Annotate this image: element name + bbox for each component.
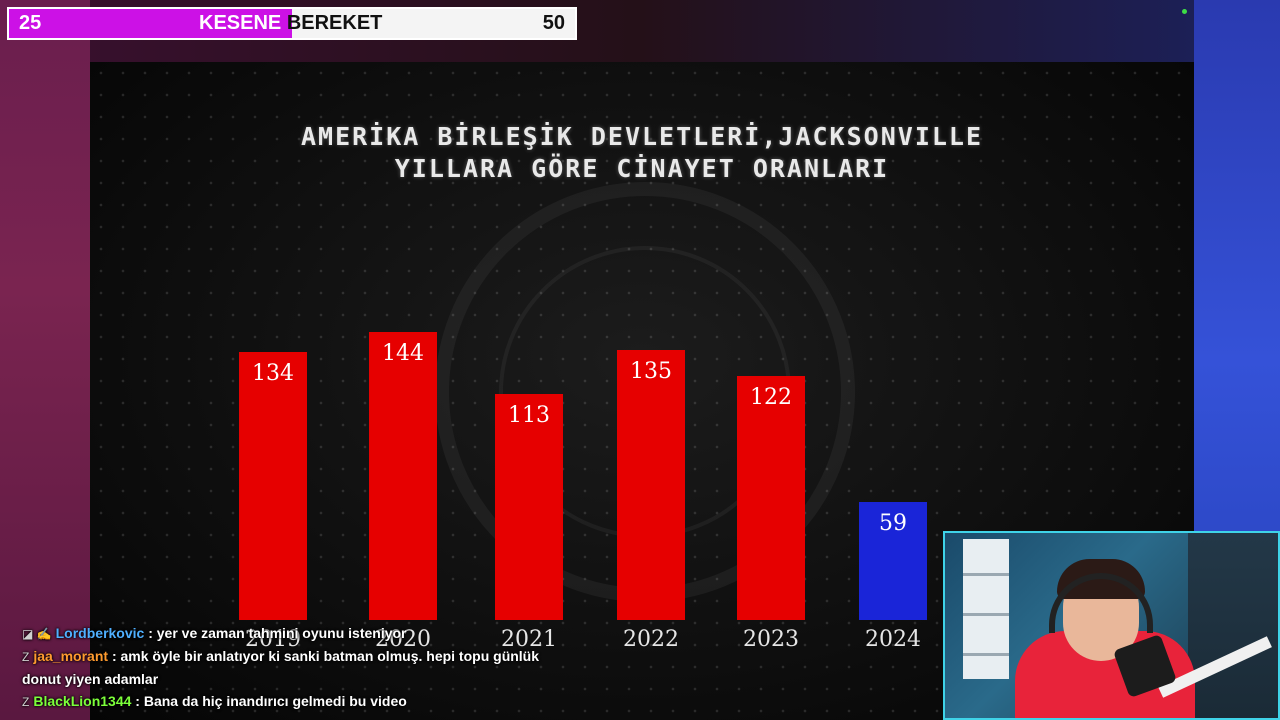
video-frame[interactable]: AMERİKA BİRLEŞİK DEVLETLERİ,JACKSONVILLE…: [90, 62, 1194, 720]
goal-end-value: 50: [542, 12, 565, 34]
shelf-divider: [963, 653, 1009, 656]
chart-value-label: 135: [630, 359, 672, 384]
chart-bar-2021: [495, 394, 563, 620]
chat-username[interactable]: jaa_morant: [33, 648, 109, 664]
chat-text: : yer ve zaman tahmini oyunu isteniyor: [148, 625, 407, 641]
chart-bar-2019: [239, 352, 307, 620]
chart-bar-2024: [859, 502, 927, 620]
chart-value-label: 113: [508, 403, 550, 428]
goal-label-part2: BEREKET: [286, 12, 383, 34]
chart-value-label: 134: [252, 361, 294, 386]
chart-value-label: 59: [879, 511, 907, 536]
chart-value-label: 122: [750, 385, 792, 410]
goal-label-part1: KESENE: [199, 12, 282, 34]
chart-category-label: 2019: [245, 627, 301, 652]
shelf-divider: [963, 573, 1009, 576]
chat-text: : amk öyle bir anlatıyor ki sanki batman…: [22, 648, 540, 687]
chat-overlay: ◪ ✍ Lordberkovic : yer ve zaman tahmini o…: [22, 622, 562, 713]
goal-progress-fill: [9, 9, 292, 38]
live-status-dot: [1182, 9, 1187, 14]
webcam-overlay: [943, 531, 1280, 720]
chat-username[interactable]: Lordberkovic: [55, 625, 145, 641]
chat-text: : Bana da hiç inandırıcı gelmedi bu vide…: [135, 693, 407, 709]
chart-bar-2022: [617, 350, 685, 620]
chat-badge-icon: ◪ ✍: [22, 627, 52, 641]
goal-progress-bar: 25 KESENE BEREKET 50: [7, 7, 577, 40]
stream-left-background: [0, 0, 90, 720]
goal-label: KESENE BEREKET: [199, 9, 382, 38]
chart-bar-2023: [737, 376, 805, 620]
bookshelf: [963, 539, 1009, 679]
chart-category-label: 2022: [623, 627, 679, 652]
chart-title-line1: AMERİKA BİRLEŞİK DEVLETLERİ,JACKSONVILLE: [300, 122, 984, 151]
chart-value-label: 144: [382, 341, 424, 366]
chart-category-label: 2020: [375, 627, 431, 652]
background-shelves: [1188, 533, 1278, 718]
chat-badge-icon: Z: [22, 650, 30, 664]
chat-badge-icon: Z: [22, 695, 30, 709]
chat-message: ◪ ✍ Lordberkovic : yer ve zaman tahmini o…: [22, 622, 562, 645]
chart-bar-2020: [369, 332, 437, 620]
chat-username[interactable]: BlackLion1344: [33, 693, 132, 709]
chart-category-label: 2023: [743, 627, 799, 652]
chart-category-label: 2021: [501, 627, 557, 652]
chart-category-label: 2024: [865, 627, 921, 652]
chart-title-line2: YILLARA GÖRE CİNAYET ORANLARI: [394, 154, 890, 183]
chat-message: Z BlackLion1344 : Bana da hiç inandırıcı …: [22, 690, 562, 713]
goal-start-value: 25: [19, 12, 42, 34]
shelf-divider: [963, 613, 1009, 616]
bar-chart: 134 2019 144 2020 113 2021 135 2022 122 2023 59 202…: [239, 332, 927, 652]
